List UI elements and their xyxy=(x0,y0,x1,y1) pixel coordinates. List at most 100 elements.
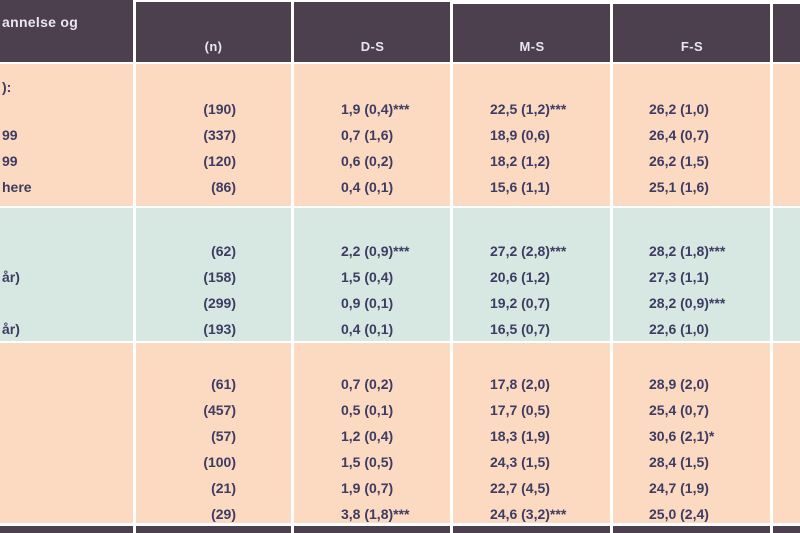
section-label-row: ): xyxy=(0,64,800,96)
cell-ds: 1,5 (0,5) xyxy=(341,454,394,470)
row-label-fragment: 99 xyxy=(2,127,18,143)
cell-ds: 0,5 (0,1) xyxy=(341,402,394,418)
cell-ms: 24,6 (3,2)*** xyxy=(490,506,567,522)
cell-n: (57) xyxy=(211,428,236,444)
cell-ds: 1,2 (0,4) xyxy=(341,428,394,444)
row-label-fragment xyxy=(0,96,134,122)
cell-ms: 15,6 (1,1) xyxy=(490,179,550,195)
cell-ds: 0,7 (1,6) xyxy=(341,127,394,143)
cell-n: (337) xyxy=(203,127,236,143)
column-separator xyxy=(770,0,773,533)
table-row: år) (193) 0,4 (0,1) 16,5 (0,7) 22,6 (1,0… xyxy=(0,316,800,341)
cell-ds: 0,4 (0,1) xyxy=(341,321,394,337)
cell-n: (100) xyxy=(203,454,236,470)
table-row: (100) 1,5 (0,5) 24,3 (1,5) 28,4 (1,5) xyxy=(0,449,800,475)
cell-n: (193) xyxy=(203,321,236,337)
table-row: 99 (120) 0,6 (0,2) 18,2 (1,2) 26,2 (1,5) xyxy=(0,148,800,174)
table-row: (62) 2,2 (0,9)*** 27,2 (2,8)*** 28,2 (1,… xyxy=(0,238,800,264)
cell-fs: 22,6 (1,0) xyxy=(649,321,709,337)
row-label-fragment xyxy=(0,423,134,449)
cell-ds: 1,9 (0,4)*** xyxy=(341,101,410,117)
cell-ms: 18,3 (1,9) xyxy=(490,428,550,444)
table-row: 99 (337) 0,7 (1,6) 18,9 (0,6) 26,4 (0,7) xyxy=(0,122,800,148)
cell-ms: 18,2 (1,2) xyxy=(490,153,550,169)
cell-ms: 18,9 (0,6) xyxy=(490,127,550,143)
cell-fs: 25,4 (0,7) xyxy=(649,402,709,418)
cell-ds: 1,9 (0,7) xyxy=(341,480,394,496)
column-separator xyxy=(610,0,613,533)
table-row: here (86) 0,4 (0,1) 15,6 (1,1) 25,1 (1,6… xyxy=(0,174,800,200)
cell-ms: 16,5 (0,7) xyxy=(490,321,550,337)
cell-ms: 27,2 (2,8)*** xyxy=(490,243,567,259)
cell-n: (61) xyxy=(211,376,236,392)
cell-ms: 19,2 (0,7) xyxy=(490,295,550,311)
cell-ds: 2,2 (0,9)*** xyxy=(341,243,410,259)
cell-ds: 3,8 (1,8)*** xyxy=(341,506,410,522)
table-top-border xyxy=(134,0,452,2)
table-header-row: annelse og (n) D-S M-S F-S xyxy=(0,0,800,62)
table-section-3: (61) 0,7 (0,2) 17,8 (2,0) 28,9 (2,0) (45… xyxy=(0,343,800,527)
row-label-fragment: 99 xyxy=(2,153,18,169)
table-row: år) (158) 1,5 (0,4) 20,6 (1,2) 27,3 (1,1… xyxy=(0,264,800,290)
cell-ds: 1,5 (0,4) xyxy=(341,269,394,285)
cell-fs: 26,4 (0,7) xyxy=(649,127,709,143)
cell-n: (158) xyxy=(203,269,236,285)
cell-ms: 20,6 (1,2) xyxy=(490,269,550,285)
cell-fs: 27,3 (1,1) xyxy=(649,269,709,285)
row-label-fragment: år) xyxy=(2,269,20,285)
header-col-ds: D-S xyxy=(360,39,385,54)
row-label-fragment: år) xyxy=(2,321,20,337)
table-row: (57) 1,2 (0,4) 18,3 (1,9) 30,6 (2,1)* xyxy=(0,423,800,449)
table-row: (457) 0,5 (0,1) 17,7 (0,5) 25,4 (0,7) xyxy=(0,397,800,423)
cell-fs: 30,6 (2,1)* xyxy=(649,428,715,444)
cell-n: (29) xyxy=(211,506,236,522)
section-label-fragment: ): xyxy=(2,79,12,95)
cell-fs: 28,2 (0,9)*** xyxy=(649,295,726,311)
section-label-row xyxy=(0,343,800,371)
cell-n: (86) xyxy=(211,179,236,195)
row-label-fragment xyxy=(0,449,134,475)
cell-fs: 28,4 (1,5) xyxy=(649,454,709,470)
row-label-fragment: here xyxy=(2,179,32,195)
cell-n: (21) xyxy=(211,480,236,496)
cell-n: (190) xyxy=(203,101,236,117)
table-section-2: (62) 2,2 (0,9)*** 27,2 (2,8)*** 28,2 (1,… xyxy=(0,208,800,341)
cell-fs: 28,2 (1,8)*** xyxy=(649,243,726,259)
cell-n: (62) xyxy=(211,243,236,259)
cell-fs: 25,1 (1,6) xyxy=(649,179,709,195)
cell-ds: 0,6 (0,2) xyxy=(341,153,394,169)
table-row: (61) 0,7 (0,2) 17,8 (2,0) 28,9 (2,0) xyxy=(0,371,800,397)
table-row: (190) 1,9 (0,4)*** 22,5 (1,2)*** 26,2 (1… xyxy=(0,96,800,122)
cell-ds: 0,9 (0,1) xyxy=(341,295,394,311)
column-separator xyxy=(291,0,294,533)
table-row: (29) 3,8 (1,8)*** 24,6 (3,2)*** 25,0 (2,… xyxy=(0,501,800,527)
cell-fs: 26,2 (1,0) xyxy=(649,101,709,117)
cell-ms: 24,3 (1,5) xyxy=(490,454,550,470)
column-separator xyxy=(133,0,136,533)
cell-ms: 17,7 (0,5) xyxy=(490,402,550,418)
table-row: (21) 1,9 (0,7) 22,7 (4,5) 24,7 (1,9) xyxy=(0,475,800,501)
cell-n: (120) xyxy=(203,153,236,169)
header-col-ms: M-S xyxy=(519,39,545,54)
section-label-row xyxy=(0,208,800,238)
row-label-fragment xyxy=(0,290,134,316)
cell-ds: 0,4 (0,1) xyxy=(341,179,394,195)
cell-ms: 17,8 (2,0) xyxy=(490,376,550,392)
header-col-extra xyxy=(772,0,800,62)
header-col-fs: F-S xyxy=(680,39,704,54)
cell-fs: 24,7 (1,9) xyxy=(649,480,709,496)
table-top-border xyxy=(452,0,800,4)
row-label-fragment xyxy=(0,475,134,501)
cell-fs: 28,9 (2,0) xyxy=(649,376,709,392)
row-label-fragment xyxy=(0,371,134,397)
header-col-label-fragment: annelse og xyxy=(2,14,79,30)
table-row: (299) 0,9 (0,1) 19,2 (0,7) 28,2 (0,9)*** xyxy=(0,290,800,316)
row-label-fragment xyxy=(0,238,134,264)
cell-ds: 0,7 (0,2) xyxy=(341,376,394,392)
header-col-n: (n) xyxy=(204,39,223,54)
cell-fs: 26,2 (1,5) xyxy=(649,153,709,169)
column-separator xyxy=(450,0,453,533)
cell-n: (457) xyxy=(203,402,236,418)
next-table-header-band xyxy=(0,523,800,533)
